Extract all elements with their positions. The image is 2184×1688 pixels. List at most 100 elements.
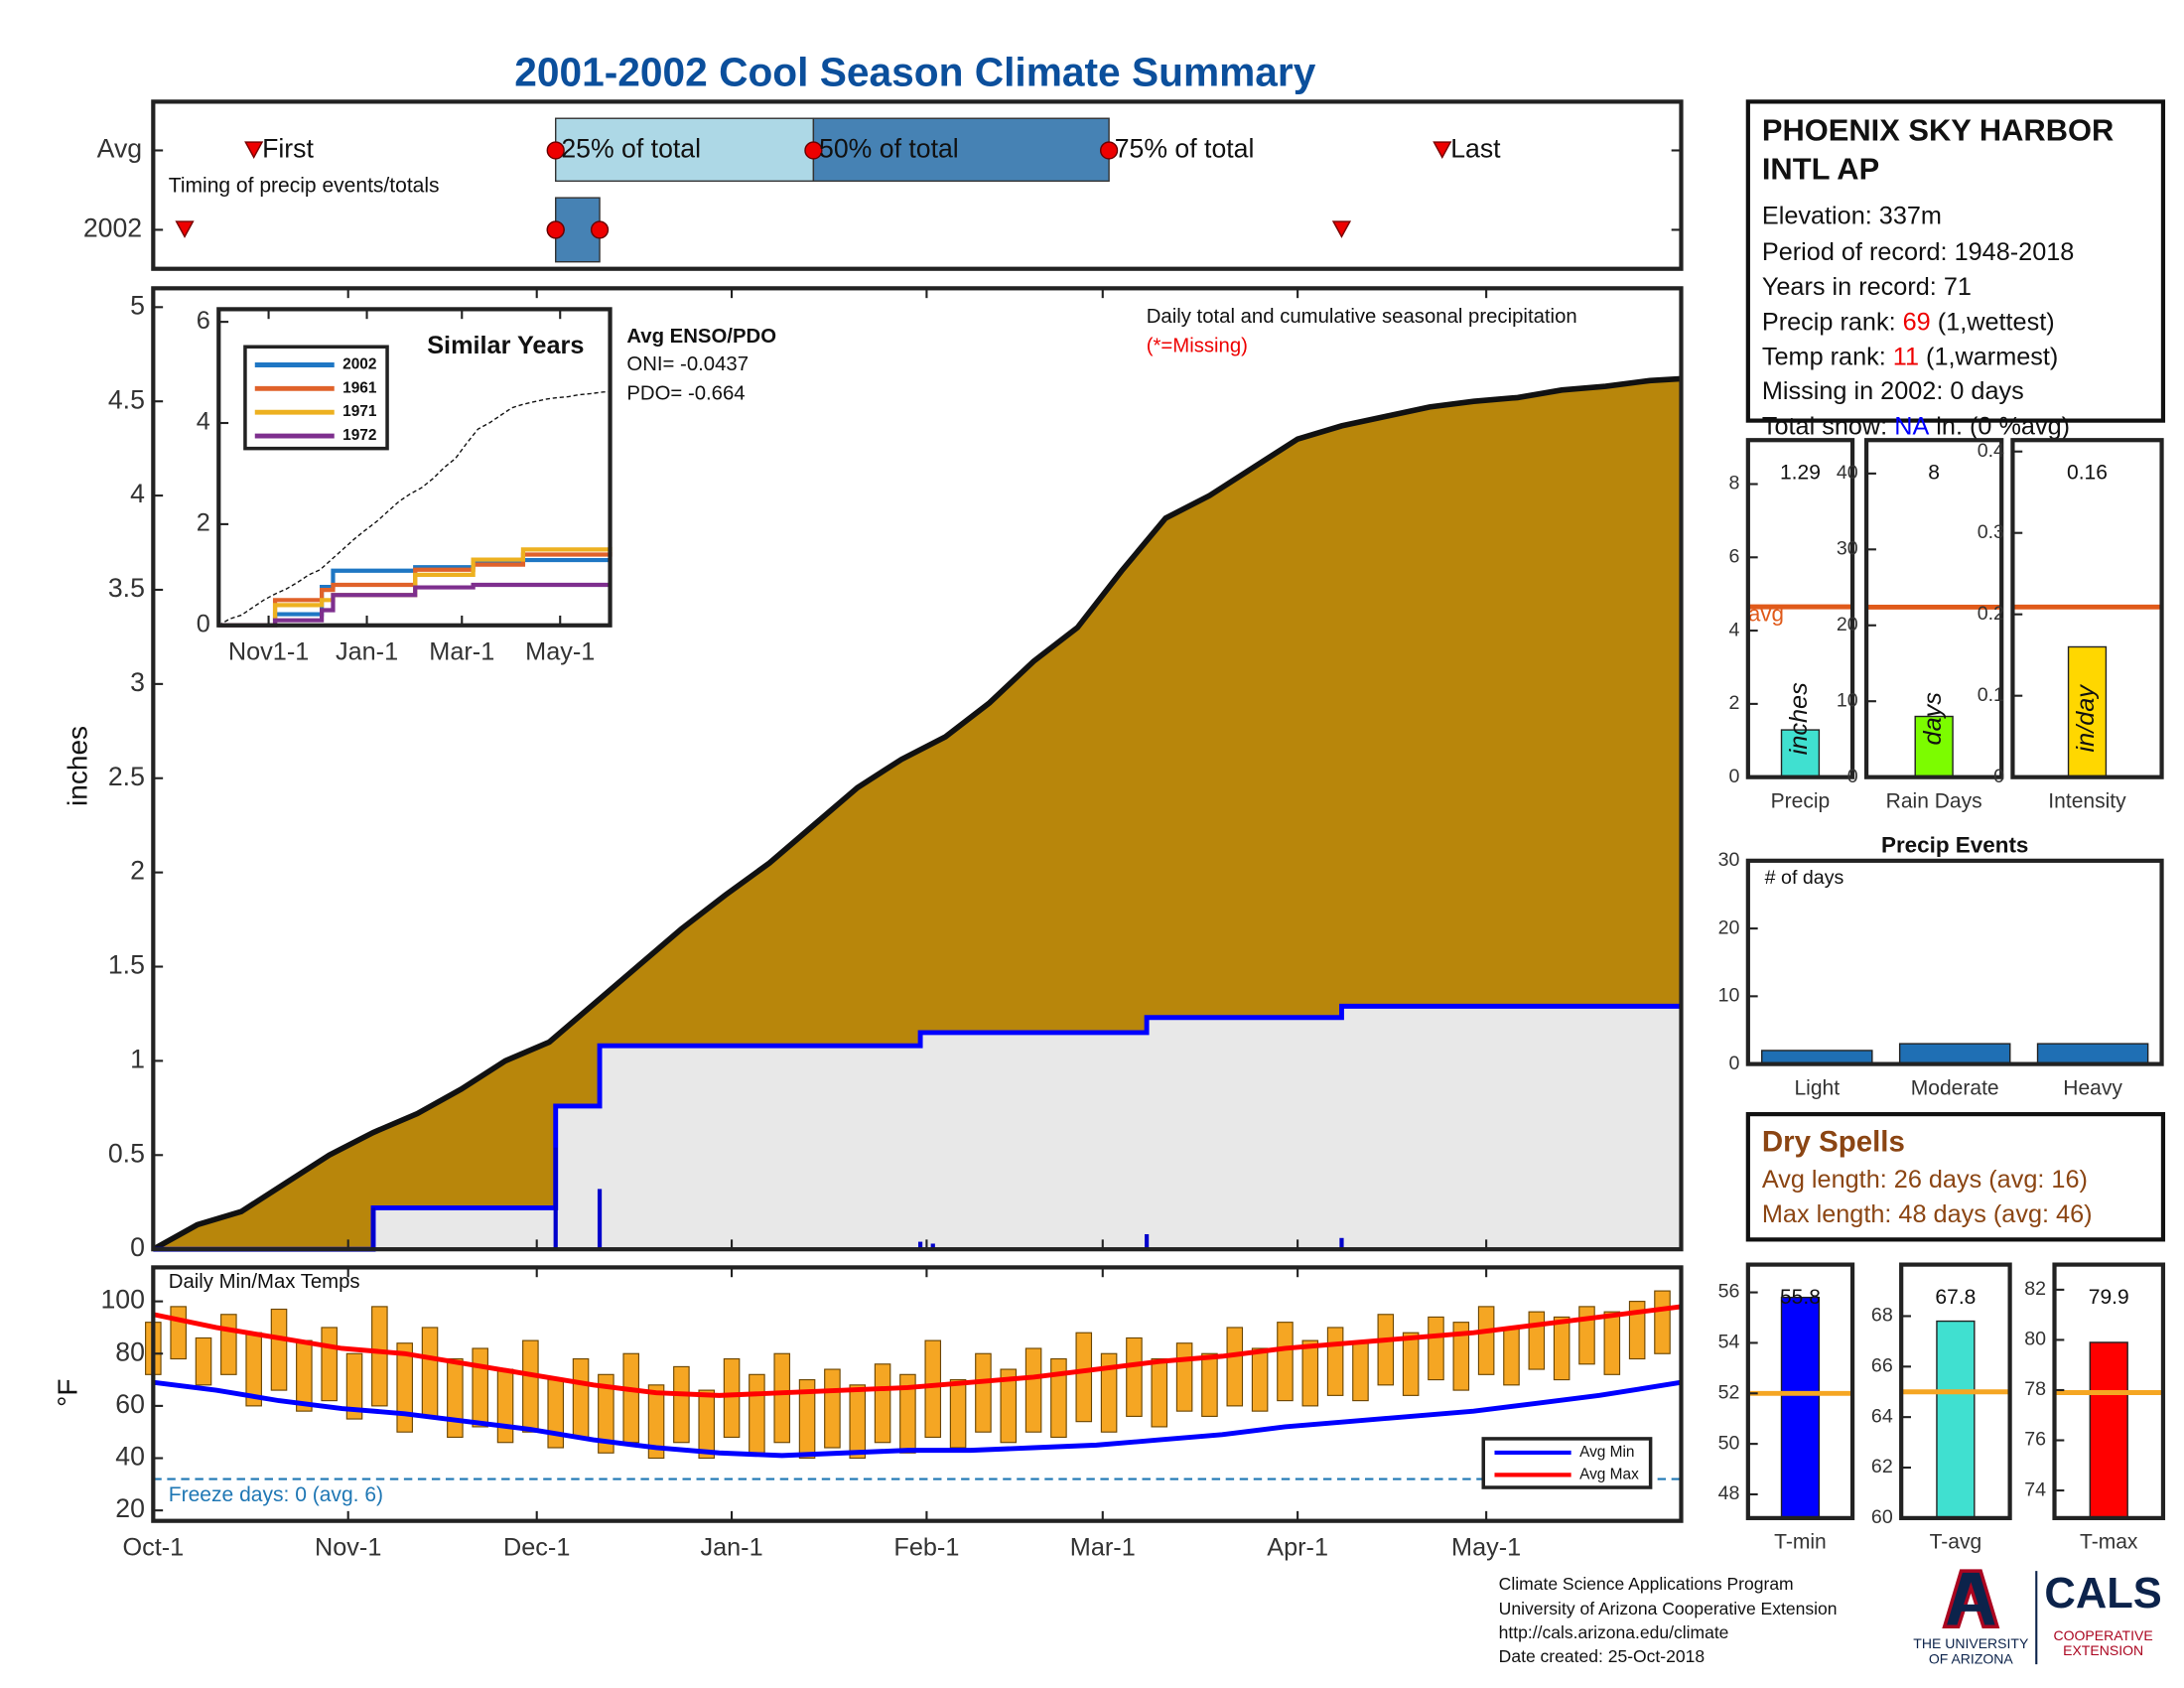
marker-label: 50% of total [819,134,959,164]
x-tick-label: Rain Days [1886,789,1982,812]
marker-label: 25% of total [561,134,701,164]
precip-rank: Precip rank: 69 (1,wettest) [1762,308,2055,336]
plot-frame [1863,438,2004,779]
y-tick-label: 60 [115,1389,145,1419]
plot-frame [1745,858,2164,1066]
y-tick-label: 80 [115,1336,145,1366]
y-tick-label: 2 [130,856,145,886]
station-years: Years in record: 71 [1762,273,1972,301]
station-name: INTL AP [1762,152,1879,187]
y-tick-label: 3.5 [108,573,145,603]
temp-range-bar [622,1352,639,1444]
y-tick-label: 74 [2024,1478,2046,1500]
dry-spells-frame [1745,1112,2166,1242]
x-tick-label: Moderate [1911,1076,1999,1099]
y-tick-label: 20 [1837,614,1858,635]
missing-days: Missing in 2002: 0 days [1762,377,2024,405]
temp-range-bar [345,1352,363,1420]
daily-bar [917,1241,923,1250]
temp-range-bar [598,1373,614,1454]
temp-range-bar [1126,1336,1143,1417]
temp-range-bar [547,1379,564,1449]
label: Temp rank: [1762,343,1886,370]
temp-range-bar [899,1373,916,1454]
y-tick-label: 80 [2024,1329,2046,1350]
quartile-box [555,117,815,183]
y-tick-label: 4 [130,479,145,508]
avg-reference-line [217,390,611,627]
legend-label: Avg Min [1579,1444,1634,1461]
x-tick-label: Intensity [2048,789,2126,812]
temp-range-bar [1628,1301,1646,1360]
y-tick-label: 0.1 [1978,684,2004,706]
temp-range-bar [1050,1357,1067,1439]
y-tick-label: 5 [130,290,145,320]
dry-spells-box: Dry Spells Avg length: 26 days (avg: 16)… [1745,1112,2166,1242]
temp-range-bar [749,1373,765,1454]
note: (1,warmest) [1926,343,2058,370]
y-tick-label: 0.2 [1978,603,2004,625]
x-tick-label: Mar-1 [1070,1533,1136,1561]
avg-cumulative-line [151,375,1682,1252]
temp-range-bar [496,1368,514,1444]
marker-label: 75% of total [1115,134,1255,164]
y-tick-label: 0 [1728,766,1739,787]
temp-range-bar [975,1352,992,1433]
y-tick-label: 20 [1718,916,1740,938]
bar [2067,645,2108,778]
bar [1898,1043,2011,1065]
y-tick-label: 62 [1871,1456,1893,1477]
label: Total snow: [1762,412,1887,440]
temp-range-bar [421,1327,439,1417]
legend-frame [1481,1437,1653,1489]
year-cumulative-line [153,1003,1682,1252]
y-tick-label: 10 [1718,985,1740,1007]
enso-value: PDO= -0.664 [626,382,745,404]
y-axis-label: inches [62,726,92,806]
temp-range-bar [1528,1311,1546,1370]
bar [1914,715,1954,778]
data-label: 55.8 [1780,1286,1821,1309]
y-tick-label: 82 [2024,1278,2046,1300]
y-tick-label: 30 [1718,849,1740,871]
y-tick-label: 8 [1728,473,1739,494]
temp-range-bar [874,1363,891,1444]
chart-title: 2001-2002 Cool Season Climate Summary [514,49,1316,94]
y-tick-label: 0 [1728,1053,1739,1074]
row-label: Avg [97,134,142,164]
enso-title: Avg ENSO/PDO [626,326,776,348]
x-tick-label: Jan-1 [700,1533,762,1561]
y-tick-label: 3 [130,667,145,697]
inset-title: Similar Years [427,332,584,359]
y-tick-label: 30 [1837,538,1858,560]
avg-temp-line [153,1379,1682,1459]
y-tick-label: 4 [197,408,210,436]
event-marker [1433,141,1452,159]
temp-range-bar [296,1339,313,1412]
data-label: 1.29 [1780,461,1821,484]
x-tick-label: T-min [1774,1531,1827,1554]
x-tick-label: Precip [1771,789,1831,812]
temp-range-bar [924,1339,942,1439]
x-tick-label: Heavy [2063,1076,2122,1099]
x-tick-label: Dec-1 [503,1533,570,1561]
x-tick-label: May-1 [1451,1533,1521,1561]
y-tick-label: 0 [197,610,210,637]
temp-rank: Temp rank: 11 (1,warmest) [1762,343,2058,370]
y-tick-label: 10 [1837,689,1858,711]
y-tick-label: 0.4 [1978,440,2004,462]
data-label: 67.8 [1935,1286,1976,1309]
x-tick-label: Apr-1 [1267,1533,1328,1561]
temp-range-bar [647,1384,665,1460]
daily-bar [370,1207,376,1250]
quantile-marker [546,141,565,160]
unit-label: inches [1785,682,1813,755]
avg-temp-line [152,1304,1682,1398]
y-tick-label: 0 [130,1232,145,1262]
rank: 69 [1903,308,1931,336]
temp-range-bar [396,1342,413,1433]
y-tick-label: 48 [1718,1482,1740,1504]
series-line [218,582,611,628]
temp-range-bar [723,1357,741,1439]
note: (1,wettest) [1938,308,2055,336]
